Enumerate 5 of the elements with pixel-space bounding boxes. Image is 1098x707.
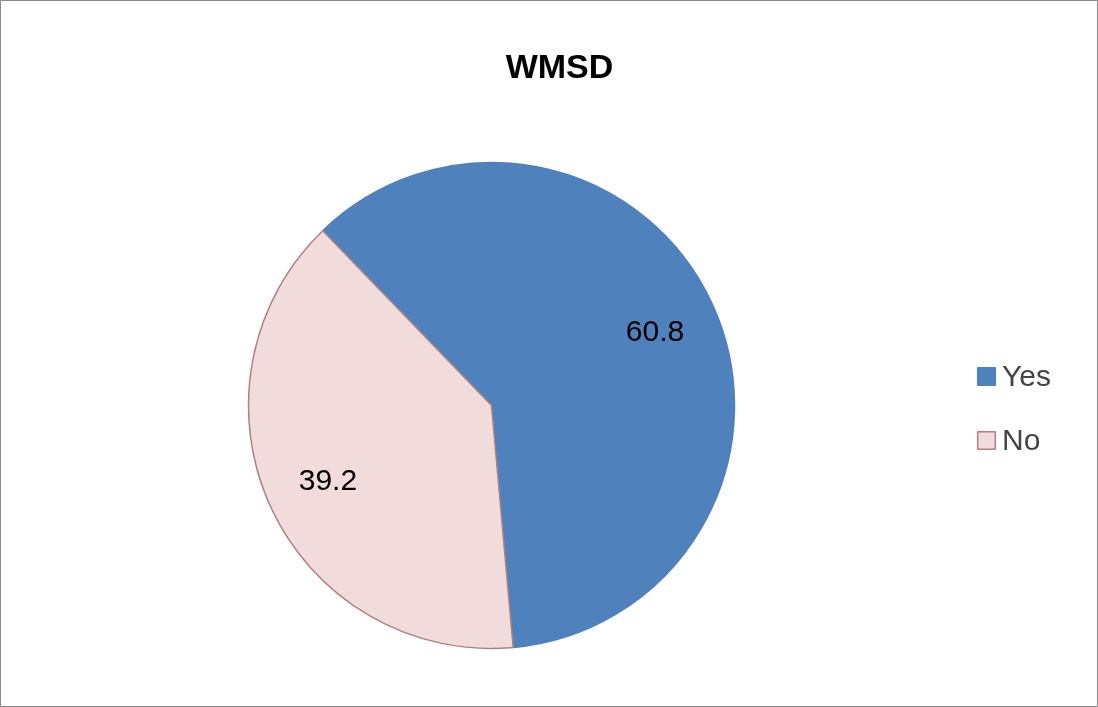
legend-label: No	[1002, 423, 1041, 457]
chart-title: WMSD	[505, 46, 614, 85]
legend-label: Yes	[1002, 359, 1051, 393]
data-label: 39.2	[298, 463, 358, 497]
data-label: 60.8	[625, 313, 685, 347]
